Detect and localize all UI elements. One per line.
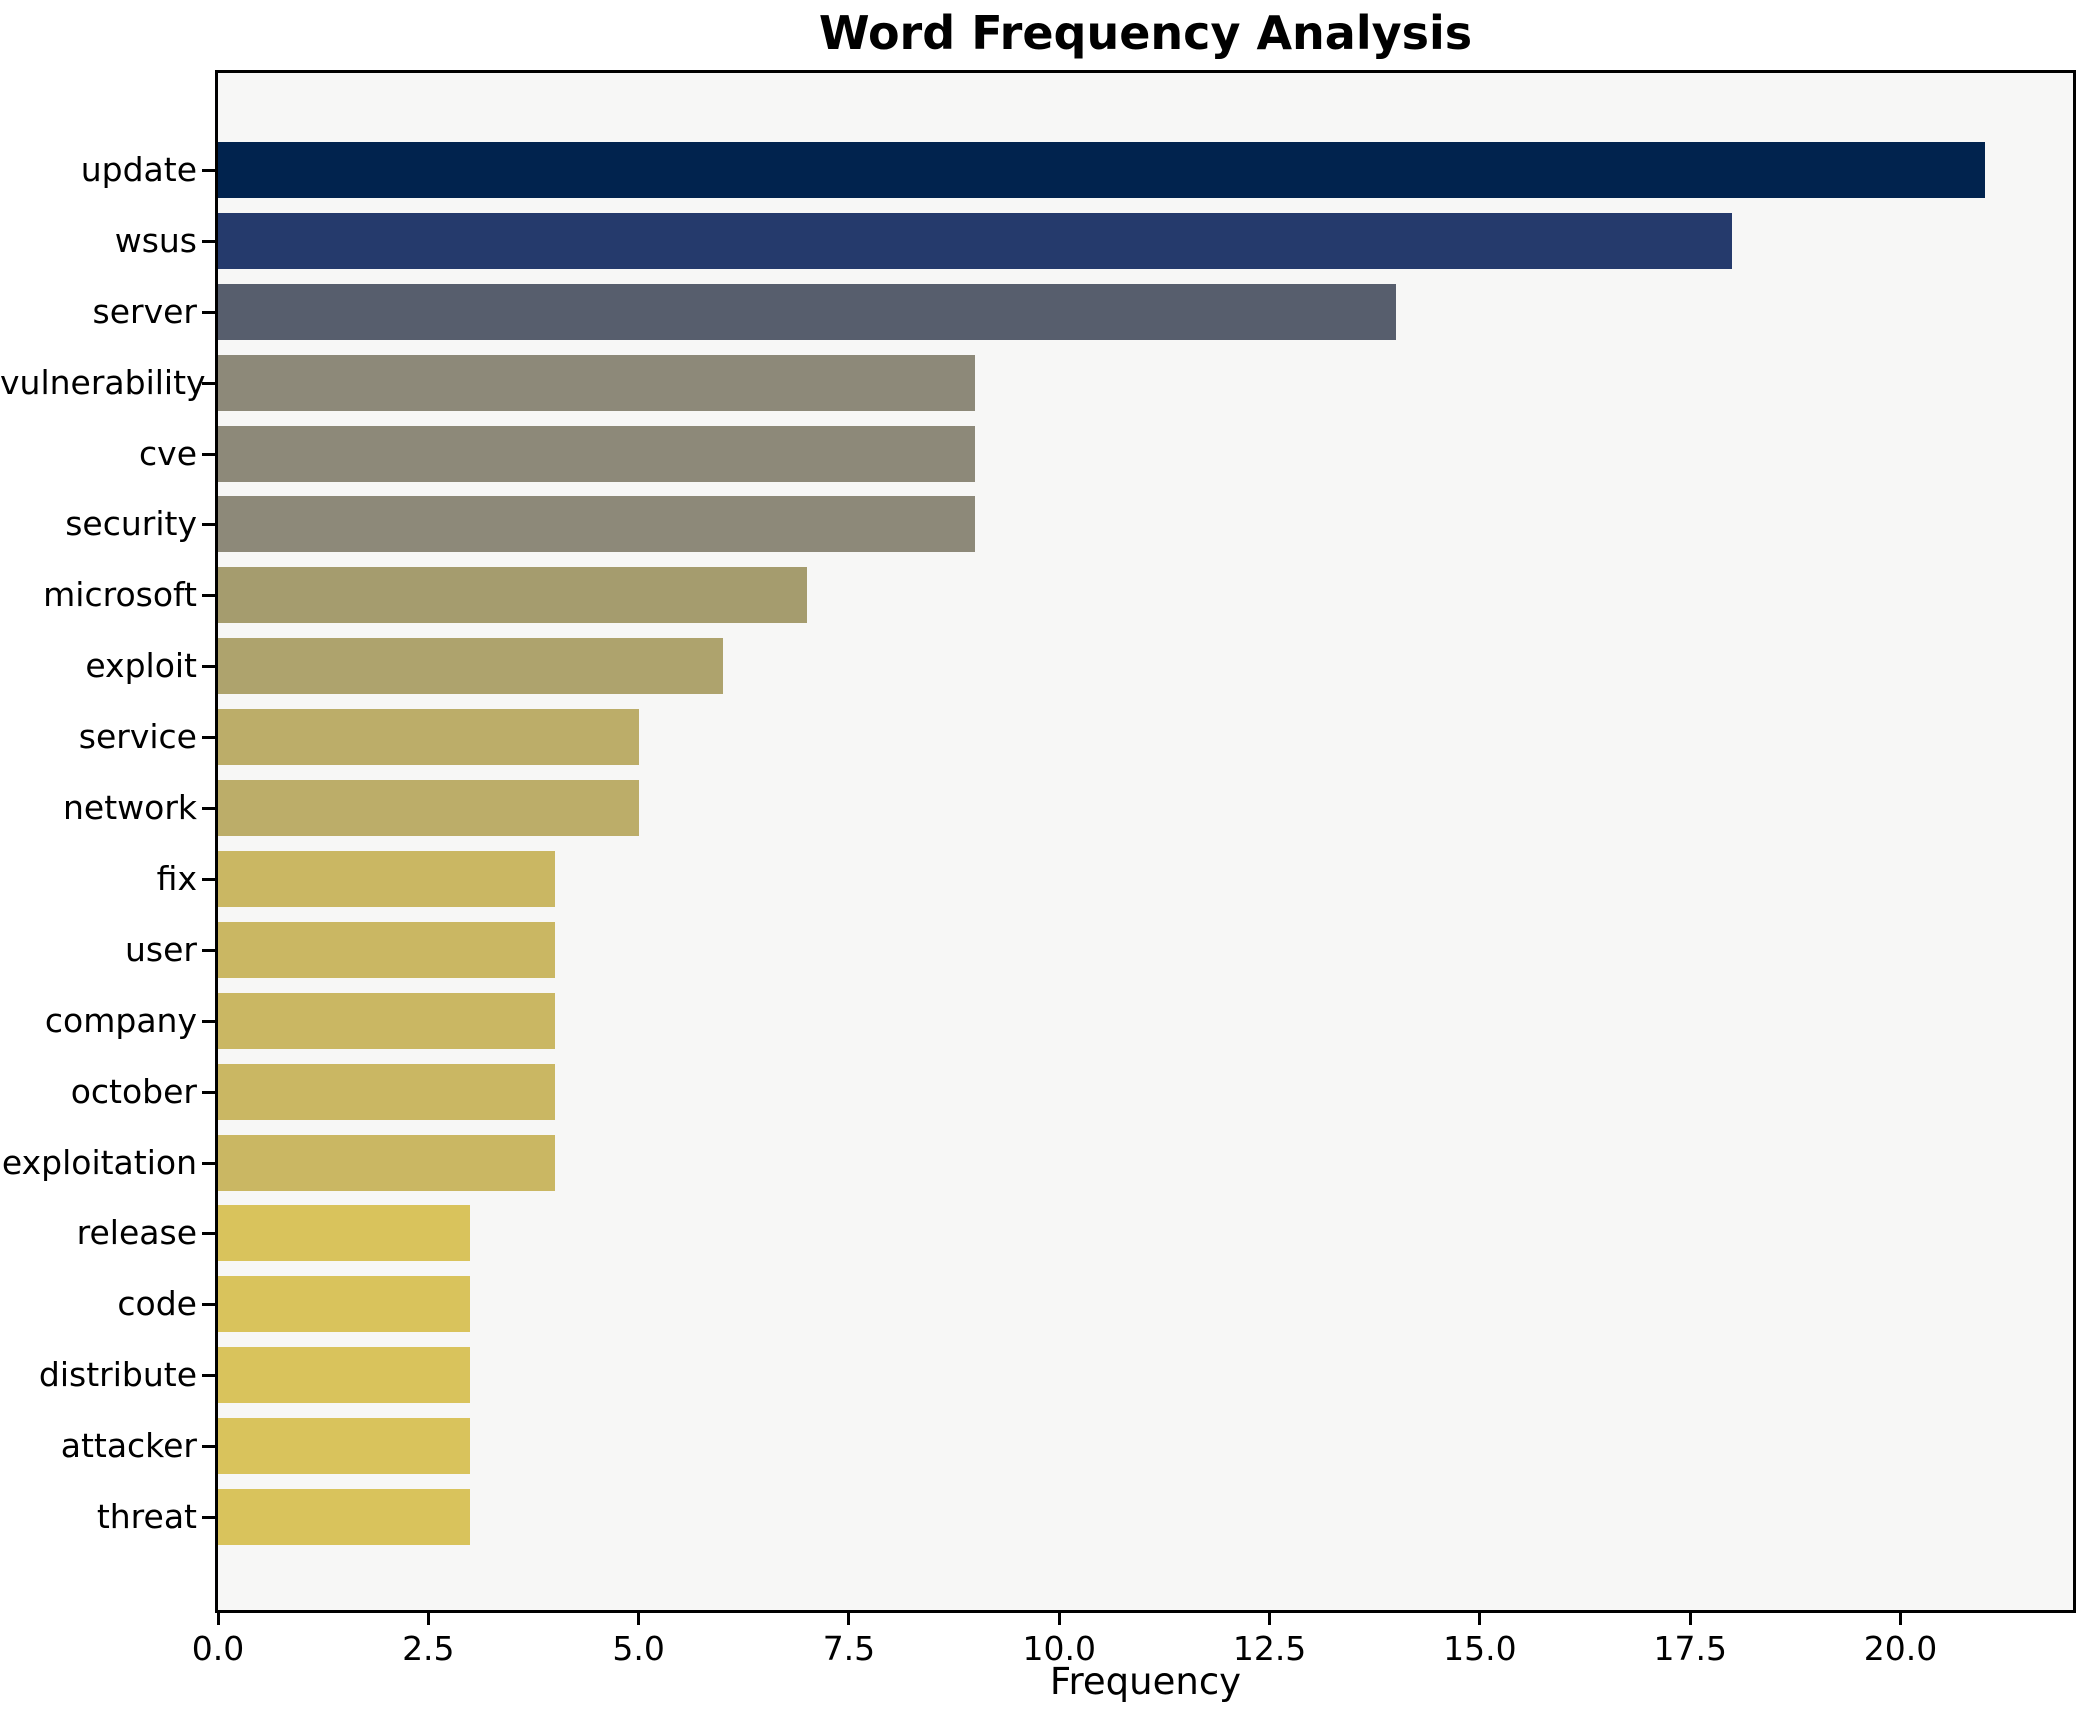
y-tick-mark bbox=[202, 523, 215, 527]
y-tick-mark bbox=[202, 452, 215, 456]
y-tick-mark bbox=[202, 877, 215, 881]
y-tick-label: service bbox=[78, 717, 197, 757]
bar-october bbox=[218, 1063, 555, 1120]
bar-exploitation bbox=[218, 1134, 555, 1191]
x-tick-mark bbox=[847, 1613, 851, 1625]
x-tick-label: 17.5 bbox=[1653, 1629, 1727, 1668]
x-tick-label: 12.5 bbox=[1232, 1629, 1307, 1668]
y-tick-mark bbox=[202, 169, 215, 172]
y-tick-label: user bbox=[125, 929, 197, 969]
y-tick-label: distribute bbox=[38, 1355, 197, 1395]
x-tick-label: 10.0 bbox=[1022, 1629, 1096, 1668]
bar-security bbox=[218, 496, 976, 553]
y-tick-label: attacker bbox=[60, 1426, 197, 1466]
bar-fix bbox=[218, 850, 555, 907]
bar-microsoft bbox=[218, 567, 807, 624]
x-tick-label: 5.0 bbox=[612, 1629, 665, 1668]
x-tick-label: 2.5 bbox=[402, 1629, 455, 1668]
y-tick-label: release bbox=[76, 1213, 197, 1253]
plot-area bbox=[215, 70, 2076, 1613]
bar-release bbox=[218, 1205, 471, 1262]
y-tick-mark bbox=[202, 1161, 215, 1165]
y-tick-mark bbox=[202, 1303, 215, 1307]
y-tick-mark bbox=[202, 1232, 215, 1236]
x-tick-mark bbox=[1268, 1613, 1272, 1625]
y-tick-label: update bbox=[80, 150, 197, 189]
bar-exploit bbox=[218, 638, 723, 695]
y-tick-mark bbox=[202, 1019, 215, 1023]
y-tick-mark bbox=[202, 736, 215, 740]
x-tick-mark bbox=[216, 1613, 220, 1625]
bar-server bbox=[218, 283, 1396, 340]
y-tick-label: network bbox=[62, 788, 197, 828]
y-tick-mark bbox=[202, 807, 215, 811]
x-tick-mark bbox=[1057, 1613, 1061, 1625]
y-tick-label: exploitation bbox=[1, 1142, 197, 1182]
x-tick-mark bbox=[1688, 1613, 1692, 1625]
x-tick-label: 7.5 bbox=[822, 1629, 876, 1668]
bar-distribute bbox=[218, 1347, 471, 1404]
y-tick-label: server bbox=[92, 291, 197, 331]
bar-user bbox=[218, 921, 555, 978]
y-tick-mark bbox=[202, 1090, 215, 1094]
y-tick-mark bbox=[202, 381, 215, 385]
y-tick-label: microsoft bbox=[43, 575, 197, 615]
y-tick-mark bbox=[202, 594, 215, 598]
y-tick-mark bbox=[202, 1516, 215, 1519]
bar-cve bbox=[218, 425, 976, 482]
bar-update bbox=[218, 142, 1985, 198]
bar-company bbox=[218, 992, 555, 1049]
y-tick-label: exploit bbox=[85, 646, 197, 686]
y-tick-label: vulnerability bbox=[0, 362, 206, 402]
bar-network bbox=[218, 780, 639, 837]
bar-vulnerability bbox=[218, 354, 976, 411]
x-tick-mark bbox=[637, 1613, 641, 1625]
bar-threat bbox=[218, 1489, 471, 1545]
x-tick-label: 0.0 bbox=[191, 1629, 245, 1668]
y-tick-label: code bbox=[117, 1284, 197, 1324]
chart-title: Word Frequency Analysis bbox=[818, 6, 1473, 60]
y-tick-mark bbox=[202, 310, 215, 314]
x-tick-label: 15.0 bbox=[1443, 1629, 1517, 1668]
y-tick-mark bbox=[202, 1374, 215, 1378]
bar-code bbox=[218, 1276, 471, 1333]
x-axis-label: Frequency bbox=[1049, 1660, 1242, 1703]
y-tick-label: fix bbox=[156, 858, 197, 898]
y-tick-label: threat bbox=[96, 1497, 197, 1536]
bar-service bbox=[218, 709, 639, 766]
y-tick-mark bbox=[202, 665, 215, 669]
x-tick-mark bbox=[1899, 1613, 1903, 1625]
y-tick-mark bbox=[202, 1445, 215, 1449]
y-tick-label: security bbox=[65, 504, 197, 544]
bar-wsus bbox=[218, 212, 1733, 269]
x-tick-mark bbox=[1478, 1613, 1482, 1625]
y-tick-mark bbox=[202, 948, 215, 952]
x-tick-label: 20.0 bbox=[1863, 1629, 1938, 1668]
y-tick-label: wsus bbox=[114, 220, 197, 260]
y-tick-label: company bbox=[44, 1000, 197, 1040]
bar-attacker bbox=[218, 1418, 471, 1475]
x-tick-mark bbox=[426, 1613, 430, 1625]
y-tick-mark bbox=[202, 239, 215, 243]
y-tick-label: cve bbox=[139, 433, 197, 473]
y-tick-label: october bbox=[70, 1071, 197, 1111]
